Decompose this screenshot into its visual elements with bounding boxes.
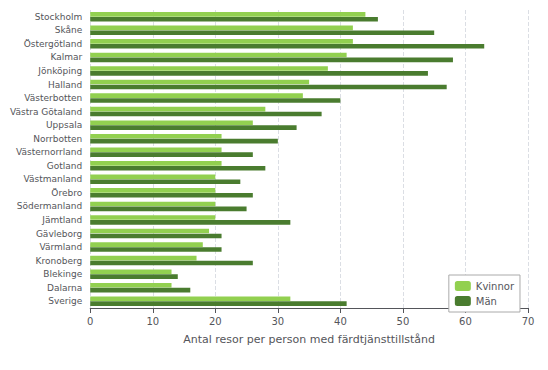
svg-text:60: 60	[459, 316, 472, 327]
svg-text:Kalmar: Kalmar	[50, 52, 82, 62]
svg-text:Dalarna: Dalarna	[47, 283, 82, 293]
svg-text:Norrbotten: Norrbotten	[33, 134, 82, 144]
svg-text:Jönköping: Jönköping	[37, 66, 82, 76]
svg-text:50: 50	[397, 316, 410, 327]
svg-text:0: 0	[87, 316, 93, 327]
svg-text:Antal resor per person med fär: Antal resor per person med färdtjänsttil…	[183, 333, 435, 346]
svg-text:Kvinnor: Kvinnor	[476, 281, 515, 292]
svg-text:40: 40	[334, 316, 347, 327]
svg-text:Kronoberg: Kronoberg	[36, 256, 83, 266]
svg-text:Gävleborg: Gävleborg	[36, 229, 82, 239]
svg-text:Halland: Halland	[48, 80, 82, 90]
svg-text:30: 30	[271, 316, 284, 327]
svg-text:Uppsala: Uppsala	[46, 120, 82, 130]
svg-text:Västmanland: Västmanland	[24, 174, 83, 184]
svg-text:Stockholm: Stockholm	[35, 12, 82, 22]
svg-text:Blekinge: Blekinge	[43, 269, 82, 279]
svg-text:20: 20	[209, 316, 222, 327]
svg-text:Östergötland: Östergötland	[24, 39, 83, 49]
svg-text:Jämtland: Jämtland	[41, 215, 82, 225]
svg-text:Gotland: Gotland	[47, 161, 82, 171]
svg-text:Västerbotten: Västerbotten	[24, 93, 82, 103]
svg-text:Värmland: Värmland	[40, 242, 83, 252]
svg-text:10: 10	[146, 316, 159, 327]
svg-text:Örebro: Örebro	[51, 188, 82, 198]
svg-text:Södermanland: Södermanland	[17, 201, 82, 211]
svg-text:Västernorrland: Västernorrland	[16, 147, 82, 157]
svg-text:Män: Män	[476, 296, 497, 307]
svg-text:Västra Götaland: Västra Götaland	[10, 107, 82, 117]
svg-text:Skåne: Skåne	[55, 25, 83, 35]
svg-text:Sverige: Sverige	[48, 296, 82, 306]
svg-text:70: 70	[522, 316, 535, 327]
